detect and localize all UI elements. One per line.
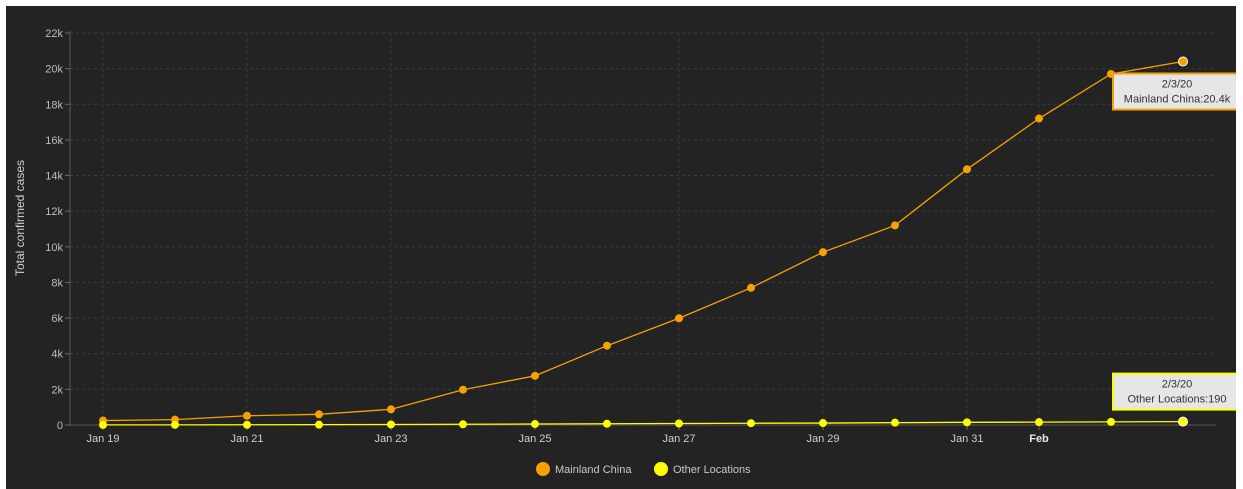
- tooltip-title: 2/3/20: [1162, 379, 1193, 391]
- x-tick-label: Jan 31: [950, 433, 983, 445]
- y-tick-label: 22k: [45, 28, 63, 40]
- tooltip: 2/3/20 Other Locations:190: [1112, 372, 1236, 427]
- data-point: [531, 371, 539, 380]
- data-point: [315, 420, 323, 429]
- y-tick-label: 20k: [45, 64, 63, 76]
- data-point: [891, 221, 899, 230]
- chart-container: 0 2k 4k 6k 8k 10k 12k 14k 16k 18k 20k 22k Jan 19 Jan …: [6, 6, 1236, 489]
- data-point: [963, 165, 971, 174]
- data-point: [747, 419, 755, 428]
- data-point: [387, 405, 395, 414]
- series: [99, 57, 1187, 429]
- data-point: [675, 314, 683, 323]
- data-point: [819, 248, 827, 257]
- line-chart: 0 2k 4k 6k 8k 10k 12k 14k 16k 18k 20k 22k Jan 19 Jan …: [13, 28, 1236, 476]
- data-point: [459, 420, 467, 429]
- y-tick-label: 12k: [45, 206, 63, 218]
- data-point: [171, 420, 179, 429]
- y-axis-title: Total confirmed cases: [13, 160, 27, 276]
- data-point: [315, 410, 323, 419]
- data-point: [531, 420, 539, 429]
- data-point: [243, 411, 251, 420]
- data-point: [963, 418, 971, 427]
- data-point: [99, 420, 107, 429]
- tooltip: 2/3/20 Mainland China:20.4k: [1112, 56, 1236, 111]
- y-tick-label: 16k: [45, 135, 63, 147]
- data-point: [603, 341, 611, 350]
- legend-marker: [536, 462, 550, 476]
- data-point: [387, 420, 395, 429]
- data-point: [1035, 114, 1043, 123]
- x-tick-label: Jan 27: [662, 433, 695, 445]
- data-point: [243, 420, 251, 429]
- tooltips: 2/3/20 Mainland China:20.4k 2/3/20 Other Lo…: [1112, 56, 1236, 427]
- highlighted-point: [1178, 56, 1188, 67]
- y-tick-label: 6k: [51, 313, 63, 325]
- series-line-other-locations: [102, 420, 1184, 426]
- data-point: [1107, 417, 1115, 426]
- x-tick-label: Jan 21: [230, 433, 263, 445]
- tooltip-title: 2/3/20: [1162, 79, 1193, 91]
- y-tick-label: 10k: [45, 242, 63, 254]
- tooltip-value: Mainland China:20.4k: [1124, 94, 1231, 106]
- x-tick-label: Jan 23: [374, 433, 407, 445]
- tooltip-box: [1112, 372, 1236, 411]
- legend: Mainland China Other Locations: [536, 462, 751, 476]
- legend-label: Mainland China: [555, 464, 632, 476]
- y-tick-label: 0: [57, 420, 63, 432]
- data-point: [603, 419, 611, 428]
- series-line-mainland-china: [102, 60, 1184, 422]
- grid: [70, 32, 1216, 426]
- x-tick-label: Jan 29: [806, 433, 839, 445]
- y-tick-label: 18k: [45, 99, 63, 111]
- y-tick-label: 2k: [51, 384, 63, 396]
- data-point: [459, 385, 467, 394]
- legend-marker: [654, 462, 668, 476]
- data-point: [819, 419, 827, 428]
- x-tick-label: Feb: [1029, 433, 1049, 445]
- legend-label: Other Locations: [673, 464, 751, 476]
- x-tick-label: Jan 19: [86, 433, 119, 445]
- data-point: [675, 419, 683, 428]
- data-point: [891, 418, 899, 427]
- y-tick-label: 14k: [45, 171, 63, 183]
- axes: 0 2k 4k 6k 8k 10k 12k 14k 16k 18k 20k 22k Jan 19 Jan …: [45, 28, 1216, 445]
- tooltip-value: Other Locations:190: [1127, 394, 1226, 406]
- x-tick-label: Jan 25: [518, 433, 551, 445]
- tooltip-box: [1112, 72, 1236, 111]
- y-tick-label: 4k: [51, 349, 63, 361]
- y-tick-label: 8k: [51, 277, 63, 289]
- data-point: [747, 283, 755, 292]
- highlighted-point: [1178, 416, 1188, 427]
- data-point: [1035, 418, 1043, 427]
